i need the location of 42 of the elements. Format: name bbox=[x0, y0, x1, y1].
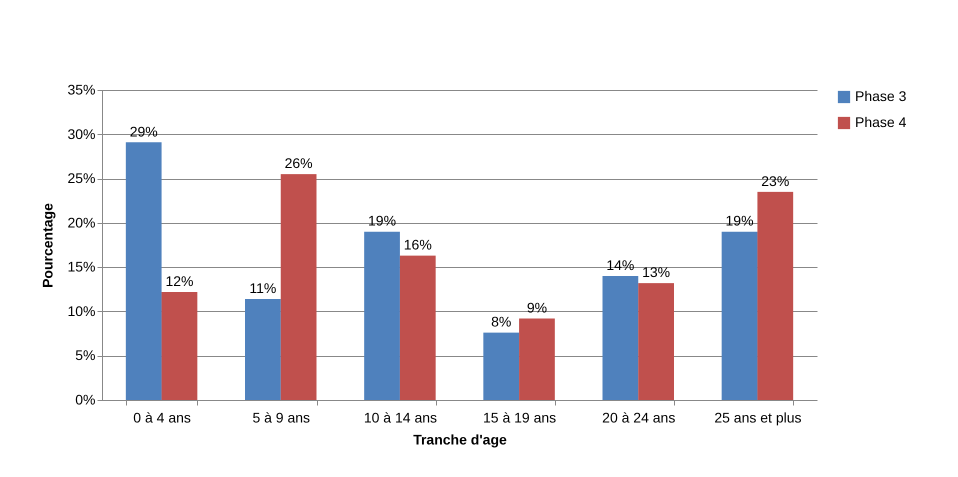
y-tick-label: 20% bbox=[67, 214, 96, 230]
legend-label: Phase 4 bbox=[855, 114, 907, 130]
legend-label: Phase 3 bbox=[855, 88, 907, 104]
x-tick-label: 10 à 14 ans bbox=[364, 410, 438, 426]
data-label: 23% bbox=[761, 172, 790, 189]
bar bbox=[519, 318, 555, 400]
x-tick-label: 0 à 4 ans bbox=[133, 410, 191, 426]
data-label: 29% bbox=[130, 123, 158, 140]
data-label: 13% bbox=[642, 264, 670, 280]
y-tick-label: 10% bbox=[67, 302, 96, 319]
y-tick-label: 30% bbox=[67, 126, 96, 142]
bar bbox=[280, 174, 316, 400]
x-axis-title: Tranche d'age bbox=[413, 432, 507, 448]
bar bbox=[126, 142, 162, 400]
y-tick-label: 0% bbox=[75, 392, 96, 408]
bar bbox=[245, 299, 281, 400]
data-label: 19% bbox=[726, 212, 754, 229]
y-tick-label: 35% bbox=[67, 82, 96, 98]
x-tick-label: 25 ans et plus bbox=[714, 410, 802, 426]
bar bbox=[364, 232, 400, 400]
data-label: 19% bbox=[368, 212, 396, 229]
data-label: 8% bbox=[491, 314, 512, 330]
y-tick-label: 25% bbox=[67, 170, 96, 186]
bar bbox=[757, 192, 794, 400]
bar bbox=[722, 232, 758, 400]
x-tick-label: 15 à 19 ans bbox=[482, 410, 556, 426]
data-label: 16% bbox=[404, 236, 432, 253]
bar bbox=[602, 276, 638, 400]
x-tick-label: 5 à 9 ans bbox=[252, 410, 310, 426]
x-tick-label: 20 à 24 ans bbox=[602, 410, 676, 426]
y-axis-title: Pourcentage bbox=[39, 202, 56, 288]
y-tick-label: 15% bbox=[67, 258, 96, 275]
y-tick-label: 5% bbox=[75, 347, 96, 364]
bar bbox=[400, 256, 436, 400]
bar bbox=[162, 292, 198, 400]
data-label: 14% bbox=[606, 257, 634, 273]
bar bbox=[483, 332, 520, 400]
data-label: 26% bbox=[284, 155, 313, 172]
bar bbox=[638, 283, 674, 400]
data-label: 11% bbox=[249, 280, 276, 296]
data-label: 9% bbox=[526, 300, 548, 316]
data-label: 12% bbox=[165, 272, 194, 289]
